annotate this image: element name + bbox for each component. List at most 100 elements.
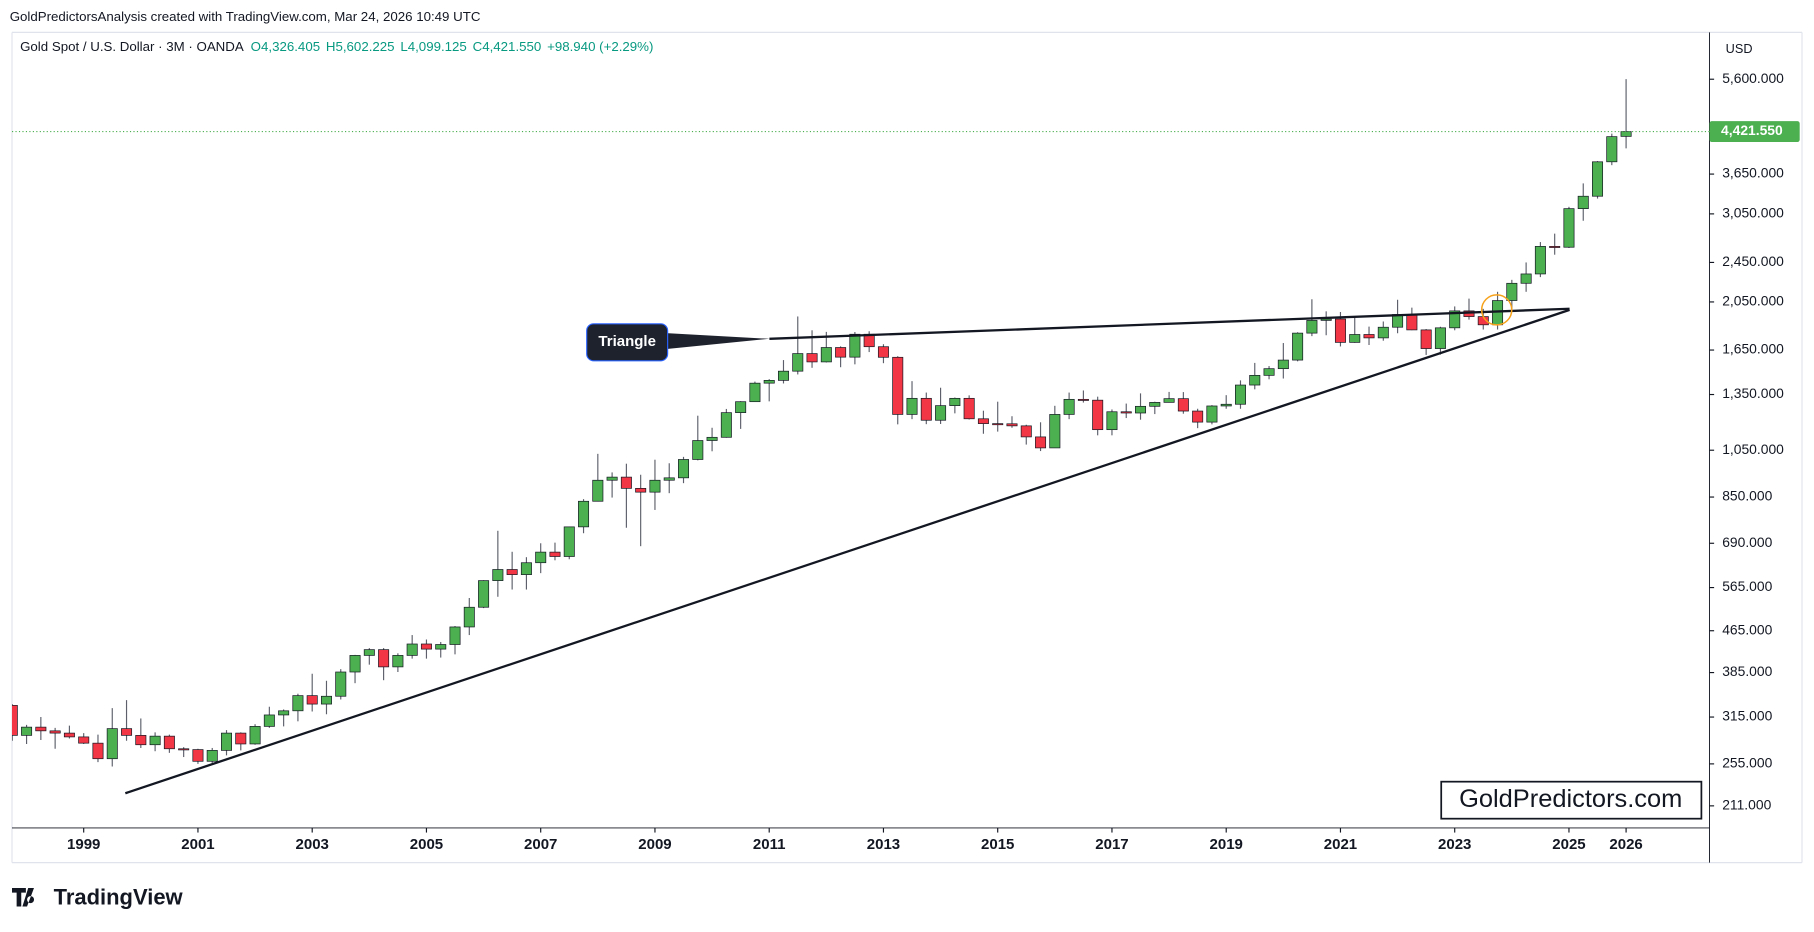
y-tick-label: 385.000 <box>1722 663 1772 679</box>
x-tick-label: 2009 <box>638 836 671 853</box>
candle-body <box>535 551 547 564</box>
candle-body <box>678 459 690 479</box>
y-tick-label: 1,650.000 <box>1722 341 1784 357</box>
candle-body <box>1349 334 1361 343</box>
candle-body <box>649 479 661 493</box>
logo: TradingView <box>12 884 184 909</box>
last-price-box <box>1709 121 1800 142</box>
candle-body <box>1206 405 1218 423</box>
legend-value: C4,421.550 <box>473 39 542 54</box>
x-tick-label: 2025 <box>1552 836 1585 853</box>
candle-body <box>820 347 832 363</box>
y-tick-label: 2,050.000 <box>1722 293 1784 309</box>
y-tick-label: 315.000 <box>1722 708 1772 724</box>
candle-body <box>1220 403 1232 407</box>
candle-body <box>578 500 590 528</box>
candle-body <box>1249 374 1261 386</box>
axes: 5,600.000 3,650.000 3,050.000 2,450.000 2,05… <box>67 70 1800 853</box>
legend-title: Gold Spot / U.S. Dollar · 3M · OANDA <box>20 39 244 54</box>
candle-body <box>1092 399 1104 431</box>
breakout-circle <box>1480 294 1513 326</box>
candle-body <box>21 726 33 736</box>
x-tick-label: 2023 <box>1438 836 1471 853</box>
candle-body <box>335 671 347 697</box>
candle-body <box>663 477 675 481</box>
candle-body <box>1077 398 1089 401</box>
x-tick-label: 2001 <box>181 836 214 853</box>
candle-body <box>1520 273 1532 284</box>
candle-body <box>792 353 804 372</box>
candle-body <box>1592 161 1604 197</box>
y-tick-label: 850.000 <box>1722 488 1772 504</box>
candle-body <box>706 436 718 441</box>
callout-text: Triangle <box>598 333 656 350</box>
resistance-trendline <box>769 307 1570 340</box>
candle-body <box>1506 282 1518 301</box>
candle-body <box>135 735 147 746</box>
y-tick-label: 255.000 <box>1722 755 1772 771</box>
candle-body <box>1063 398 1075 415</box>
x-tick-label: 2019 <box>1210 836 1243 853</box>
candle-body <box>520 562 532 575</box>
candle-body <box>420 643 432 650</box>
candle-body <box>263 714 275 727</box>
x-tick-label: 2026 <box>1609 836 1642 853</box>
watermark: GoldPredictors.com <box>1459 785 1682 813</box>
candle-body <box>320 695 332 705</box>
candle-body <box>1006 423 1018 427</box>
candle-body <box>920 397 932 421</box>
y-tick-label: 5,600.000 <box>1722 70 1784 86</box>
candle-body <box>506 569 518 575</box>
candle-body <box>549 551 561 557</box>
candle-body <box>1406 314 1418 331</box>
candle-body <box>592 479 604 502</box>
candle-body <box>221 732 232 751</box>
x-tick-label: 2011 <box>753 836 786 853</box>
candle-body <box>49 730 61 734</box>
candle-body <box>435 644 447 650</box>
candle-body <box>349 655 361 673</box>
plot-area <box>12 79 1710 767</box>
candle-body <box>392 655 404 668</box>
legend-value: +98.940 (+2.29%) <box>547 39 653 54</box>
candle-body <box>892 356 904 415</box>
candle-body <box>106 728 118 760</box>
candle-body <box>78 736 90 744</box>
candle-body <box>1135 405 1147 414</box>
candle-body <box>735 401 747 413</box>
currency: USD <box>1726 41 1753 56</box>
candle-body <box>1035 436 1047 449</box>
candle-body <box>378 649 390 668</box>
candle-body <box>1163 398 1175 403</box>
candle-body <box>35 726 47 732</box>
candle-body <box>777 370 789 381</box>
y-tick-label: 3,050.000 <box>1722 205 1784 221</box>
y-tick-label: 211.000 <box>1722 797 1771 813</box>
candle-body <box>278 710 290 716</box>
candle-body <box>406 643 418 656</box>
candle-body <box>1434 327 1446 349</box>
candle-body <box>1620 131 1632 137</box>
candle-body <box>1377 326 1389 339</box>
candle-body <box>1363 334 1375 339</box>
x-tick-label: 2021 <box>1324 836 1357 853</box>
candle-body <box>492 569 504 581</box>
support-trendline <box>124 308 1570 795</box>
y-tick-label: 690.000 <box>1722 534 1772 550</box>
candle-body <box>1149 402 1161 407</box>
candle-body <box>692 440 704 460</box>
last-price-label: 4,421.550 <box>1721 122 1783 138</box>
y-tick-label: 3,650.000 <box>1722 165 1784 181</box>
candle-body <box>963 397 975 420</box>
candle-body <box>1292 332 1304 361</box>
ohlc-legend: Gold Spot / U.S. Dollar · 3M · OANDA O4,3… <box>20 39 653 54</box>
candle-body <box>1334 318 1346 343</box>
candle-body <box>1534 246 1546 275</box>
candle-body <box>463 606 475 628</box>
candle-body <box>877 346 889 358</box>
candle-body <box>763 380 775 384</box>
candle-body <box>1577 195 1589 209</box>
x-tick-label: 2017 <box>1095 836 1128 853</box>
